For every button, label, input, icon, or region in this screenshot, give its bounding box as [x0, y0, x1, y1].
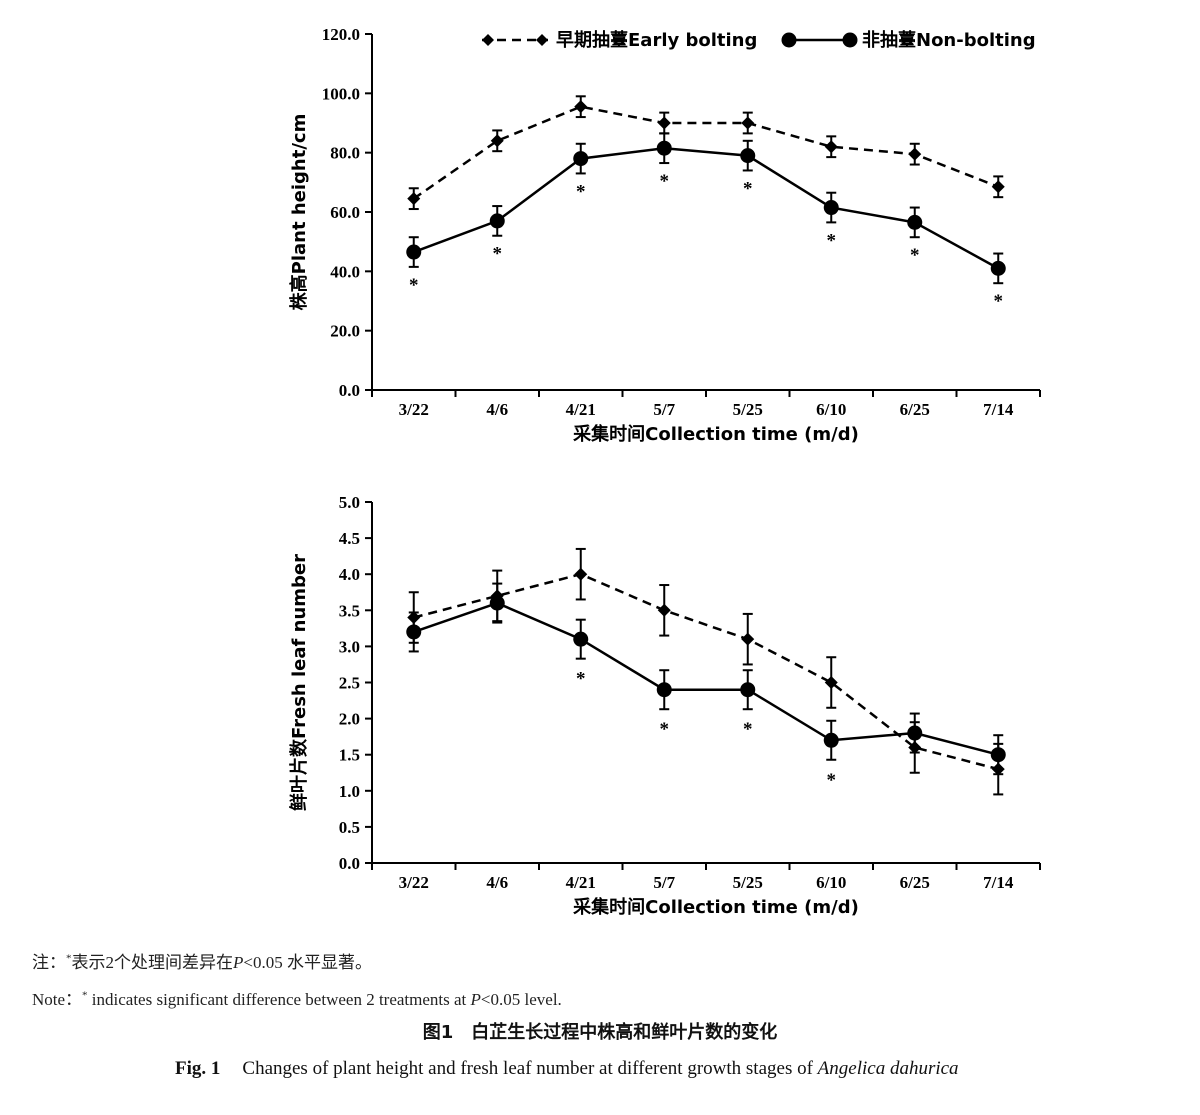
- chart1-x-tick-label: 5/7: [653, 400, 675, 419]
- chart1-early-bolting-point: [490, 134, 504, 148]
- chart2-early-bolting-point: [574, 567, 588, 581]
- chart1-y-tick-label: 20.0: [330, 322, 360, 341]
- chart1-significance-star: *: [576, 181, 586, 202]
- chart2-x-tick-label: 5/25: [733, 873, 763, 892]
- chart2-non-bolting-line: [413, 601, 999, 756]
- chart1-significance-star: *: [493, 244, 503, 265]
- chart1-x-axis-title: 采集时间Collection time (m/d): [572, 423, 859, 445]
- chart1-y-tick-label: 100.0: [322, 84, 360, 103]
- figure-caption-chinese: 图1 白芷生长过程中株高和鲜叶片数的变化: [422, 1022, 778, 1043]
- chart1-non-bolting-point: [823, 200, 839, 216]
- chart1-x-tick-label: 7/14: [983, 400, 1014, 419]
- chart1-y-axis-title: 株高Plant height/cm: [288, 114, 310, 311]
- chart1-early-bolting-point: [741, 116, 755, 130]
- figure-caption-english: Fig. 1 Changes of plant height and fresh …: [175, 1058, 959, 1079]
- chart1-non-bolting-point: [656, 140, 672, 156]
- chart1-early-bolting-point: [824, 140, 838, 154]
- chart1-non-bolting-point: [990, 260, 1006, 276]
- chart1-x-tick-label: 6/10: [816, 400, 846, 419]
- legend-early-bolting-marker: [536, 34, 548, 46]
- chart1-y-tick-label: 40.0: [330, 262, 360, 281]
- chart2-y-tick-label: 2.0: [339, 710, 360, 729]
- chart1-y-tick-label: 0.0: [339, 381, 360, 400]
- figure-charts: 0.0 20.0 40.0 60.0 80.0 100.0 120.0 3/22 4/6 4/21…: [288, 25, 1041, 918]
- chart2-y-tick-label: 0.5: [339, 818, 360, 837]
- chart2-non-bolting-point: [740, 682, 756, 698]
- legend-early-bolting-label: 早期抽薹Early bolting: [556, 29, 757, 51]
- chart2-x-tick-label: 3/22: [399, 873, 429, 892]
- chart1-non-bolting-point: [740, 148, 756, 164]
- chart2-non-bolting-point: [907, 725, 923, 741]
- chart2-y-tick-label: 5.0: [339, 493, 360, 512]
- legend-non-bolting-label: 非抽薹Non-bolting: [862, 29, 1036, 51]
- chart1-early-bolting-point: [574, 100, 588, 114]
- chart2-y-tick-label: 0.0: [339, 854, 360, 873]
- chart2-non-bolting-point: [990, 747, 1006, 763]
- chart1-significance-star: *: [409, 275, 419, 296]
- chart1-non-bolting-point: [489, 213, 505, 229]
- chart2-x-tick-label: 5/7: [653, 873, 675, 892]
- note-chinese: 注：*表示2个处理间差异在P<0.05 水平显著。: [32, 952, 372, 972]
- chart1-significance-star: *: [827, 230, 837, 251]
- chart2-y-tick-label: 1.0: [339, 782, 360, 801]
- chart2-x-tick-label: 4/21: [566, 873, 596, 892]
- chart1-early-bolting-point: [991, 180, 1005, 194]
- chart1-non-bolting-point: [406, 244, 422, 260]
- chart1-significance-star: *: [994, 291, 1004, 312]
- chart1-significance-star: *: [743, 178, 753, 199]
- chart2-x-tick-label: 6/25: [900, 873, 930, 892]
- chart2-significance-star: *: [660, 719, 670, 740]
- chart1-x-tick-label: 3/22: [399, 400, 429, 419]
- chart1-y-tick-label: 60.0: [330, 203, 360, 222]
- chart1-significance-star: *: [910, 245, 920, 266]
- chart2-y-axis-title: 鲜叶片数Fresh leaf number: [288, 554, 310, 811]
- chart2-early-bolting-point: [657, 603, 671, 617]
- chart1-non-bolting-point: [907, 214, 923, 230]
- chart2-y-tick-label: 3.5: [339, 601, 360, 620]
- chart2-y-tick-label: 2.5: [339, 674, 360, 693]
- chart2-non-bolting-point: [823, 732, 839, 748]
- chart2-significance-star: *: [743, 719, 753, 740]
- chart2-significance-star: *: [576, 669, 586, 690]
- chart1-x-tick-label: 5/25: [733, 400, 763, 419]
- chart2-non-bolting-point: [489, 595, 505, 611]
- chart1-early-bolting-point: [657, 116, 671, 130]
- chart1-x-tick-label: 4/21: [566, 400, 596, 419]
- chart2-x-axis-title: 采集时间Collection time (m/d): [572, 896, 859, 918]
- legend-early-bolting-marker: [482, 34, 494, 46]
- chart2-significance-star: *: [827, 770, 837, 791]
- chart1-y-tick-label: 80.0: [330, 144, 360, 163]
- chart2-x-tick-label: 4/6: [486, 873, 508, 892]
- chart2-x-tick-label: 7/14: [983, 873, 1014, 892]
- legend-non-bolting-marker: [842, 32, 858, 48]
- chart1-non-bolting-point: [573, 151, 589, 167]
- chart1-early-bolting-point: [407, 192, 421, 206]
- chart2-y-tick-label: 1.5: [339, 746, 360, 765]
- chart2-x-tick-label: 6/10: [816, 873, 846, 892]
- chart1-early-bolting-point: [908, 147, 922, 161]
- chart1-x-tick-label: 4/6: [486, 400, 508, 419]
- chart2-non-bolting-point: [573, 631, 589, 647]
- note-english: Note：* indicates significant difference …: [32, 989, 562, 1009]
- chart2-non-bolting-point: [656, 682, 672, 698]
- chart2-y-tick-label: 3.0: [339, 637, 360, 656]
- chart2-early-bolting-point: [824, 676, 838, 689]
- chart1-significance-star: *: [660, 171, 670, 192]
- chart1-non-bolting-line: [413, 146, 999, 270]
- chart2-early-bolting-line: [413, 572, 999, 771]
- chart2-non-bolting-point: [406, 624, 422, 640]
- chart1-y-tick-label: 120.0: [322, 25, 360, 44]
- chart2-early-bolting-point: [741, 632, 755, 646]
- chart2-y-tick-label: 4.5: [339, 529, 360, 548]
- chart2-y-tick-label: 4.0: [339, 565, 360, 584]
- chart1-x-tick-label: 6/25: [900, 400, 930, 419]
- legend-non-bolting-marker: [781, 32, 797, 48]
- chart1-early-bolting-line: [413, 105, 999, 200]
